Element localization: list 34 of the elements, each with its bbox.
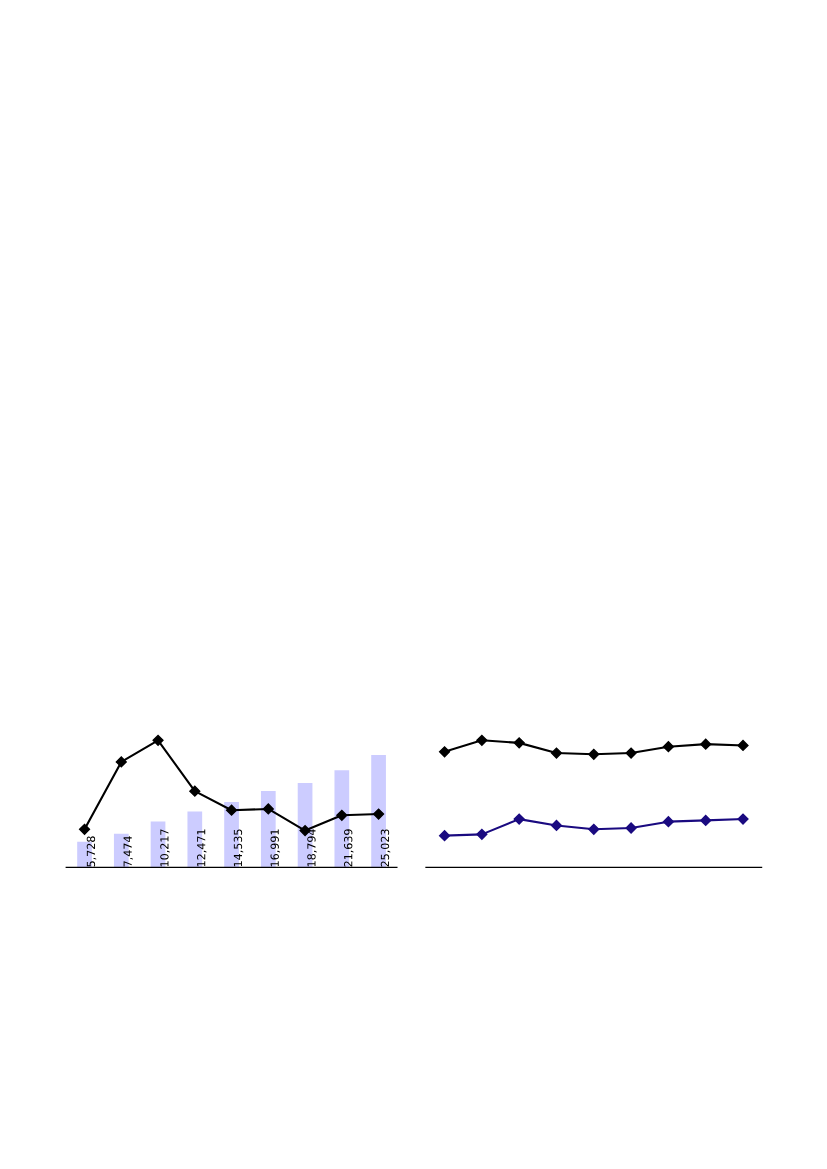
point (588, 823, 600, 835)
data-label: 16,991 (270, 829, 281, 867)
point (438, 830, 451, 842)
point (700, 814, 712, 826)
point (588, 748, 600, 760)
point (700, 738, 712, 750)
point (662, 741, 675, 753)
point (336, 809, 348, 821)
point (438, 746, 451, 758)
data-label: 10,217 (160, 829, 170, 867)
point (476, 828, 488, 840)
point (225, 804, 238, 816)
data-label: 7,474 (123, 836, 133, 867)
point (189, 785, 201, 797)
point (513, 813, 525, 825)
point (78, 823, 91, 835)
point (262, 803, 274, 815)
data-label: 25,023 (380, 829, 391, 867)
data-label: 18,794 (307, 829, 317, 867)
point (115, 756, 127, 768)
point (662, 816, 675, 828)
data-label: 5,728 (86, 836, 97, 867)
point (550, 819, 563, 832)
data-label: 21,639 (344, 829, 354, 867)
point (737, 739, 749, 752)
data-label: 14,535 (233, 829, 244, 867)
point (737, 813, 749, 825)
point (550, 747, 563, 759)
point (476, 734, 488, 746)
point (152, 734, 164, 746)
point (372, 808, 385, 820)
point (625, 747, 637, 759)
data-label: 12,471 (196, 829, 207, 867)
point (513, 737, 525, 749)
